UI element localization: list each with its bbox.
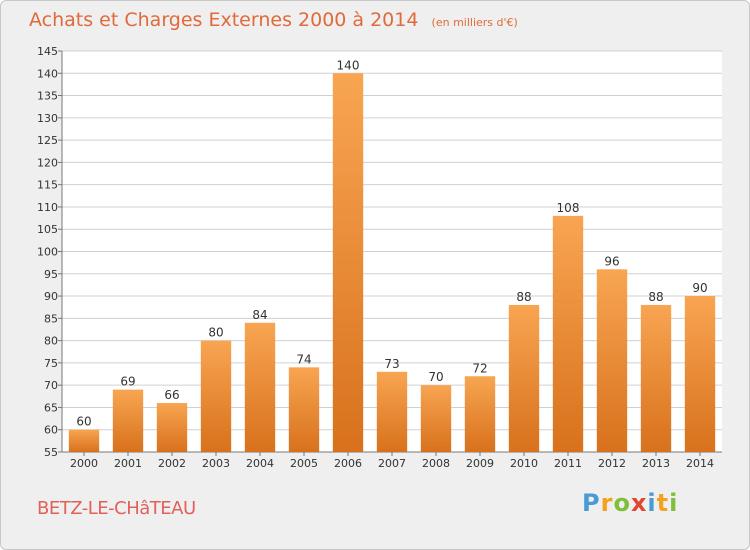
y-tick-label: 105 <box>37 223 58 236</box>
x-tick-label: 2004 <box>246 457 274 470</box>
y-tick-label: 140 <box>37 67 58 80</box>
commune-name: BETZ-LE-CHâTEAU <box>37 498 196 519</box>
chart-subtitle: (en milliers d'€) <box>431 16 518 29</box>
x-tick-label: 2003 <box>202 457 230 470</box>
data-label: 74 <box>296 352 311 366</box>
data-label: 70 <box>428 370 443 384</box>
y-tick-label: 70 <box>44 379 58 392</box>
data-label: 69 <box>120 375 135 389</box>
y-tick-label: 60 <box>44 424 58 437</box>
bar-2011 <box>552 215 584 452</box>
x-tick-label: 2005 <box>290 457 318 470</box>
bar-2008 <box>420 385 452 452</box>
bar-2013 <box>640 304 672 452</box>
y-tick-label: 65 <box>44 401 58 414</box>
y-tick-label: 55 <box>44 446 58 459</box>
x-tick-label: 2008 <box>422 457 450 470</box>
bar-2005 <box>288 367 320 452</box>
x-tick-label: 2011 <box>554 457 582 470</box>
y-tick-label: 115 <box>37 179 58 192</box>
data-label: 96 <box>604 254 619 268</box>
bar-2006 <box>332 73 364 453</box>
x-tick-label: 2000 <box>70 457 98 470</box>
x-tick-label: 2001 <box>114 457 142 470</box>
bar-2001 <box>112 389 144 452</box>
x-tick-label: 2014 <box>686 457 714 470</box>
chart-title: Achats et Charges Externes 2000 à 2014 <box>29 9 419 31</box>
brand-letter: i <box>647 489 657 517</box>
bar-2010 <box>508 304 540 452</box>
bar-2003 <box>200 340 232 452</box>
y-tick-label: 90 <box>44 290 58 303</box>
y-tick-label: 80 <box>44 335 58 348</box>
y-tick-label: 100 <box>37 246 58 259</box>
data-label: 108 <box>557 201 580 215</box>
x-tick-label: 2006 <box>334 457 362 470</box>
x-tick-label: 2002 <box>158 457 186 470</box>
y-tick-label: 110 <box>37 201 58 214</box>
x-tick-label: 2012 <box>598 457 626 470</box>
data-label: 90 <box>692 281 707 295</box>
brand-letter: x <box>630 489 648 517</box>
bar-2014 <box>684 296 716 452</box>
data-label: 60 <box>76 415 91 429</box>
title-row: Achats et Charges Externes 2000 à 2014 (… <box>29 9 518 31</box>
data-label: 66 <box>164 388 179 402</box>
y-tick-label: 130 <box>37 112 58 125</box>
brand-letter: r <box>600 489 614 517</box>
data-label: 88 <box>516 290 531 304</box>
bar-2009 <box>464 376 496 452</box>
data-label: 84 <box>252 308 267 322</box>
brand-letter: t <box>656 489 670 517</box>
data-label: 73 <box>384 357 399 371</box>
x-tick-label: 2010 <box>510 457 538 470</box>
x-tick-label: 2013 <box>642 457 670 470</box>
y-tick-label: 75 <box>44 357 58 370</box>
x-tick-label: 2007 <box>378 457 406 470</box>
brand-logo: Proxiti <box>582 489 678 517</box>
bar-2004 <box>244 322 276 452</box>
y-tick-label: 95 <box>44 268 58 281</box>
y-tick-label: 120 <box>37 156 58 169</box>
y-tick-label: 85 <box>44 312 58 325</box>
x-tick-label: 2009 <box>466 457 494 470</box>
bar-2012 <box>596 269 628 452</box>
brand-letter: o <box>613 489 631 517</box>
brand-letter: i <box>669 489 679 517</box>
bar-2007 <box>376 371 408 452</box>
bar-2000 <box>68 429 100 452</box>
y-tick-label: 145 <box>37 45 58 58</box>
brand-letter: P <box>582 489 601 517</box>
data-label: 140 <box>337 58 360 72</box>
y-tick-label: 125 <box>37 134 58 147</box>
data-label: 80 <box>208 326 223 340</box>
y-tick-label: 135 <box>37 90 58 103</box>
data-label: 72 <box>472 361 487 375</box>
data-label: 88 <box>648 290 663 304</box>
bar-2002 <box>156 402 188 452</box>
